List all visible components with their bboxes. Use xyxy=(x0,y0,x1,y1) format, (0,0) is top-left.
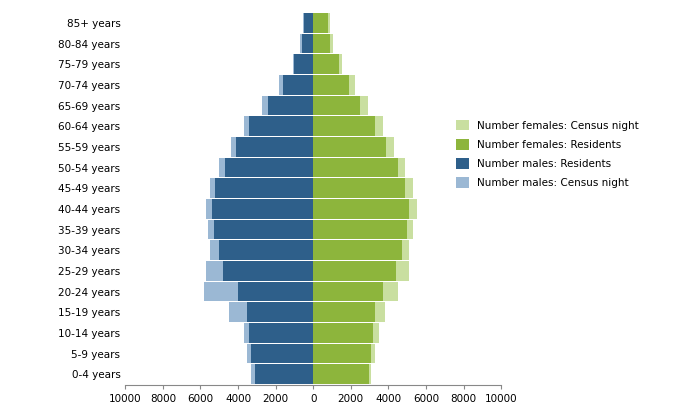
Bar xyxy=(313,96,367,115)
Bar xyxy=(249,116,313,136)
Bar xyxy=(313,199,409,219)
Bar xyxy=(249,323,313,343)
Bar xyxy=(313,199,416,219)
Bar xyxy=(313,282,383,301)
Bar xyxy=(313,116,375,136)
Bar xyxy=(313,34,333,54)
Bar xyxy=(294,54,313,74)
Bar xyxy=(228,302,313,322)
Bar xyxy=(248,344,313,363)
Bar xyxy=(219,158,313,177)
Bar xyxy=(268,96,313,115)
Bar xyxy=(251,364,313,384)
Bar xyxy=(251,344,313,363)
Bar xyxy=(216,178,313,198)
Bar xyxy=(248,302,313,322)
Bar xyxy=(262,96,313,115)
Bar xyxy=(313,240,402,260)
Bar xyxy=(303,13,313,33)
Bar xyxy=(313,344,375,363)
Bar xyxy=(313,323,373,343)
Bar xyxy=(313,158,405,177)
Bar xyxy=(313,302,385,322)
Bar xyxy=(223,261,313,281)
Bar xyxy=(238,282,313,301)
Bar xyxy=(236,137,313,157)
Bar xyxy=(292,54,313,74)
Bar xyxy=(313,75,349,95)
Bar xyxy=(304,13,313,33)
Bar xyxy=(313,282,398,301)
Bar xyxy=(313,75,354,95)
Bar xyxy=(219,240,313,260)
Bar xyxy=(210,178,313,198)
Bar xyxy=(255,364,313,384)
Bar xyxy=(214,220,313,240)
Bar xyxy=(279,75,313,95)
Bar xyxy=(283,75,313,95)
Bar xyxy=(210,240,313,260)
Bar xyxy=(313,364,372,384)
Bar xyxy=(244,323,313,343)
Bar xyxy=(212,199,313,219)
Bar xyxy=(313,364,369,384)
Bar xyxy=(313,34,330,54)
Bar xyxy=(230,137,313,157)
Bar xyxy=(313,54,338,74)
Bar xyxy=(313,261,409,281)
Bar xyxy=(313,220,407,240)
Bar xyxy=(300,34,313,54)
Bar xyxy=(313,178,405,198)
Bar xyxy=(244,116,313,136)
Legend: Number females: Census night, Number females: Residents, Number males: Residents: Number females: Census night, Number fem… xyxy=(456,120,639,188)
Bar xyxy=(313,116,383,136)
Bar xyxy=(225,158,313,177)
Bar xyxy=(313,137,394,157)
Bar xyxy=(313,137,386,157)
Bar xyxy=(208,220,313,240)
Bar xyxy=(313,96,361,115)
Bar xyxy=(313,240,409,260)
Bar xyxy=(313,158,398,177)
Bar xyxy=(313,220,413,240)
Bar xyxy=(206,261,313,281)
Bar xyxy=(313,54,342,74)
Bar xyxy=(313,13,330,33)
Bar xyxy=(313,178,413,198)
Bar xyxy=(204,282,313,301)
Bar xyxy=(313,13,329,33)
Bar xyxy=(206,199,313,219)
Bar xyxy=(313,323,379,343)
Bar xyxy=(313,302,375,322)
Bar xyxy=(302,34,313,54)
Bar xyxy=(313,261,396,281)
Bar xyxy=(313,344,372,363)
